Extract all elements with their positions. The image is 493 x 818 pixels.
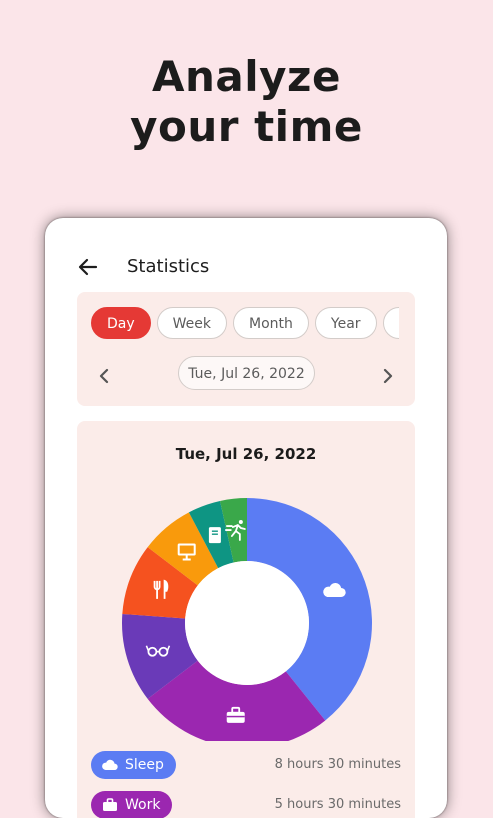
legend-row-work[interactable]: Work 5 hours 30 minutes [91, 791, 401, 818]
headline-line1: Analyze [152, 52, 341, 101]
chip-custom[interactable]: Custom [382, 307, 399, 339]
briefcase-icon [103, 798, 117, 811]
legend-label: Sleep [125, 757, 164, 773]
briefcase-icon [226, 706, 245, 723]
glasses-icon [145, 645, 171, 657]
legend-chip-sleep: Sleep [91, 751, 176, 779]
legend-duration: 5 hours 30 minutes [274, 797, 401, 812]
stats-card: Tue, Jul 26, 2022 Sleep 8 hours 30 minut… [77, 421, 415, 818]
donut-hole [185, 561, 309, 685]
back-arrow-icon[interactable] [77, 256, 99, 278]
monitor-icon [177, 543, 196, 561]
legend-duration: 8 hours 30 minutes [274, 757, 401, 772]
fork-knife-icon [153, 579, 169, 599]
chevron-right-icon[interactable] [375, 364, 399, 388]
headline: Analyze your time [0, 52, 493, 152]
chip-day[interactable]: Day [91, 307, 151, 339]
cloud-icon [323, 582, 346, 597]
donut-slice-reading-glasses[interactable] [122, 613, 198, 699]
legend-row-sleep[interactable]: Sleep 8 hours 30 minutes [91, 751, 401, 781]
cloud-icon [102, 759, 118, 770]
chevron-left-icon[interactable] [93, 364, 117, 388]
app-bar: Statistics [45, 218, 447, 318]
chip-week[interactable]: Week [156, 307, 228, 339]
book-icon [208, 527, 221, 544]
donut-slice-work[interactable] [147, 660, 326, 741]
page-title: Statistics [127, 256, 210, 277]
chip-year[interactable]: Year [314, 307, 377, 339]
chip-month[interactable]: Month [233, 307, 309, 339]
stats-date: Tue, Jul 26, 2022 [175, 445, 317, 463]
date-selector[interactable]: Tue, Jul 26, 2022 [178, 356, 315, 390]
donut-slice-sleep[interactable] [247, 498, 372, 721]
legend-label: Work [125, 797, 161, 813]
running-icon [224, 520, 246, 541]
donut-chart [122, 498, 372, 741]
donut-slice-exercise[interactable] [220, 498, 247, 563]
headline-line2: your time [130, 102, 363, 151]
legend-chip-work: Work [91, 791, 173, 818]
